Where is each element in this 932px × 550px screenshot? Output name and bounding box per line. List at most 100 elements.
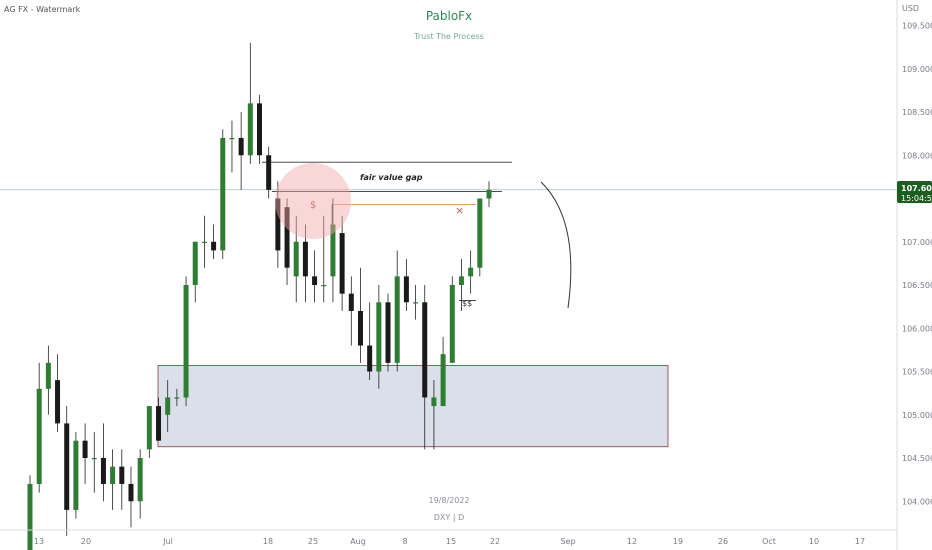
candle: [201, 215, 207, 268]
time-tick-label: 17: [855, 537, 865, 546]
candle: [348, 276, 354, 346]
time-tick-label: 10: [809, 537, 819, 546]
time-tick-label: Jul: [162, 537, 173, 546]
currency-label: USD: [902, 4, 919, 13]
fvg-highlight-circle: [275, 163, 351, 239]
candle: [440, 336, 446, 407]
candle: [357, 267, 363, 363]
candle-body: [394, 276, 400, 363]
candle-body: [110, 466, 116, 484]
candle-body: [55, 380, 61, 424]
candle-body: [339, 233, 345, 294]
candle: [192, 241, 198, 303]
candle: [27, 475, 33, 550]
candle: [449, 276, 455, 363]
candle: [431, 380, 437, 450]
candle-body: [477, 198, 483, 268]
candle: [376, 285, 382, 389]
candle-body: [385, 302, 391, 363]
candle-body: [284, 207, 290, 268]
candle-body: [486, 189, 492, 199]
candle: [220, 129, 226, 260]
candle-body: [468, 267, 474, 277]
price-tick-label: 108.500: [902, 108, 932, 117]
candle-body: [119, 466, 125, 484]
candle-body: [357, 310, 363, 346]
candle: [165, 380, 171, 433]
candle: [293, 215, 299, 303]
candle: [302, 224, 308, 303]
candle: [422, 285, 428, 450]
price-axis[interactable]: 104.000 104.500 105.000 105.500 106.000 106.5…: [902, 22, 932, 507]
candle-body: [192, 241, 198, 285]
candle: [367, 302, 373, 381]
price-tick-label: 106.000: [902, 324, 932, 333]
candle-body: [220, 137, 226, 251]
candle-body: [91, 458, 97, 460]
candle: [257, 94, 262, 164]
dollar-label: $: [310, 200, 316, 211]
candle-body: [174, 397, 180, 399]
time-tick-label: 26: [718, 537, 728, 546]
candle: [229, 120, 235, 173]
time-tick-label: 20: [81, 537, 91, 546]
candles-layer: [27, 42, 492, 550]
candle-body: [449, 285, 455, 363]
time-tick-label: 25: [308, 537, 318, 546]
demand-zone-layer: [157, 365, 669, 448]
time-tick-label: 22: [490, 537, 500, 546]
time-tick-label: 12: [627, 537, 637, 546]
candle: [156, 397, 162, 441]
candle-body: [293, 241, 299, 277]
candle: [275, 181, 281, 268]
candle-body: [266, 155, 272, 190]
price-tick-label: 108.000: [902, 151, 932, 160]
candle-body: [440, 354, 446, 407]
ss-label: $$: [462, 299, 472, 308]
watermark-date: 19/8/2022: [428, 496, 469, 505]
price-tick-label: 104.500: [902, 454, 932, 463]
candle: [330, 198, 336, 303]
candle: [146, 406, 152, 458]
projection-arc: [540, 181, 572, 309]
candle: [128, 466, 134, 528]
candle-body: [413, 302, 419, 304]
candle: [55, 354, 61, 433]
candle-body: [257, 103, 262, 156]
symbol-label: AG FX - Watermark: [4, 5, 81, 14]
candle-body: [321, 285, 327, 287]
time-tick-label: Oct: [762, 537, 776, 546]
candle: [458, 259, 464, 311]
candle-body: [403, 276, 409, 303]
candle-body: [73, 440, 79, 510]
time-tick-label: 19: [673, 537, 683, 546]
candle-body: [128, 483, 134, 502]
candle-body: [183, 285, 189, 398]
candle: [183, 276, 189, 407]
candle-body: [312, 276, 318, 285]
candle-body: [27, 483, 33, 550]
time-tick-label: 15: [446, 537, 456, 546]
candle: [100, 423, 106, 502]
candle: [36, 362, 42, 493]
candle-body: [376, 302, 382, 372]
candle: [413, 285, 419, 320]
price-tag-value: 107.601: [901, 184, 932, 193]
candle: [394, 250, 400, 372]
candle-body: [348, 293, 354, 311]
x-marker: ×: [455, 204, 464, 217]
candle-body: [458, 276, 464, 285]
price-tick-label: 109.500: [902, 22, 932, 31]
fvg-label: fair value gap: [360, 173, 423, 182]
candle: [110, 449, 116, 510]
time-tick-label: 13: [34, 537, 44, 546]
candle: [339, 215, 345, 311]
candle-body: [330, 224, 336, 277]
candle: [247, 42, 253, 164]
time-axis[interactable]: 13 20 Jul 18 25 Aug 8 15 22 Sep 12 19 26 Oct 10 17: [34, 537, 865, 546]
price-tick-label: 104.000: [902, 497, 932, 506]
candle-body: [201, 241, 207, 243]
candle: [403, 259, 409, 311]
candle-body: [247, 103, 253, 156]
